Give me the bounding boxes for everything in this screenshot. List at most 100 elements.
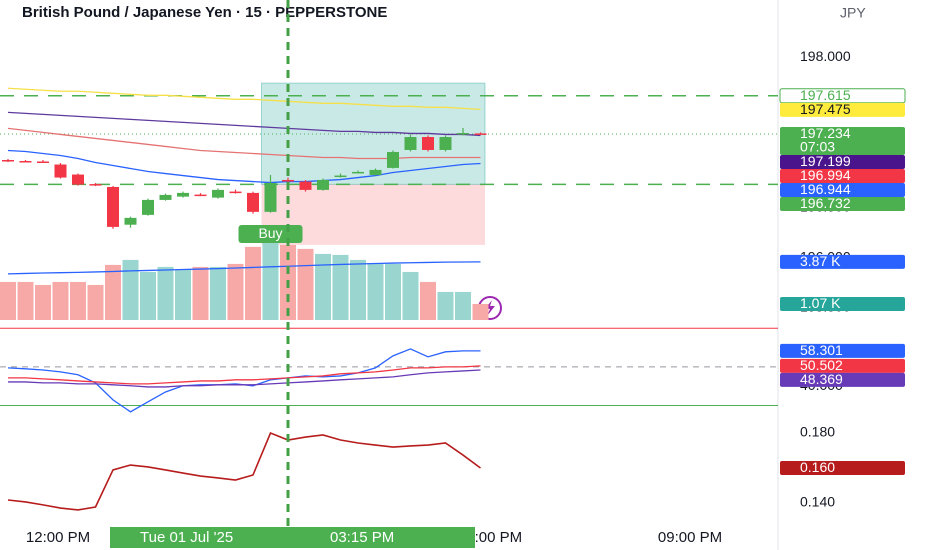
volume-bar [87, 284, 104, 320]
volume-bar [140, 271, 156, 320]
volume-bar [157, 266, 174, 320]
candle-body [212, 189, 224, 198]
candle-body [387, 151, 399, 168]
price-label: 1.07 K [800, 295, 841, 311]
moving-average [7, 127, 481, 160]
volume-bar [367, 263, 384, 320]
price-label: 197.615 [800, 87, 851, 103]
volume-bar [210, 266, 226, 320]
candle-body [264, 182, 277, 212]
candle-body [439, 137, 452, 150]
candle-body [474, 133, 487, 135]
y-tick-label: 198.000 [800, 48, 851, 64]
candle-body [72, 174, 84, 185]
volume-bar [350, 259, 366, 320]
volume-bar [315, 253, 331, 320]
candle-body [89, 184, 102, 186]
volume-bar [385, 263, 401, 320]
price-label-box [780, 461, 905, 476]
currency: JPY [840, 5, 866, 21]
volume-bar [472, 303, 489, 320]
price-label: 196.732 [800, 195, 851, 211]
candle-body [177, 192, 189, 197]
countdown: 07:03 [800, 139, 835, 155]
price-label-box [780, 102, 905, 117]
price-label: 197.475 [800, 101, 851, 117]
target-zone [261, 82, 486, 185]
volume-bar [35, 284, 51, 320]
buy-label: Buy [258, 225, 282, 241]
volume-bar [17, 281, 34, 320]
candle-body [194, 194, 207, 197]
x-tick-label: 12:00 PM [26, 529, 90, 546]
price-label: 58.301 [800, 342, 843, 358]
alert-bolt [485, 300, 495, 316]
y-tick-label: 0.140 [800, 494, 835, 510]
indicator-line [7, 432, 481, 511]
candle-body [422, 137, 434, 150]
volume-bar [455, 291, 471, 320]
price-label: 3.87 K [800, 253, 841, 269]
volume-bar [245, 246, 261, 320]
chart-title: British Pound / Japanese Yen · 15 · PEPP… [22, 4, 387, 21]
volume-bar [175, 269, 191, 320]
candle-body [159, 194, 172, 200]
volume-bar [420, 281, 436, 320]
candle-body [282, 179, 294, 182]
volume-bar [297, 248, 314, 320]
volume-bar [70, 281, 86, 320]
volume-bar [105, 264, 121, 320]
price-label-box [780, 169, 905, 184]
volume-bar [437, 291, 454, 320]
candle-layer [2, 128, 487, 229]
y-tick-label: 0.180 [800, 424, 835, 440]
moving-average [7, 149, 481, 184]
volume-bar [332, 254, 349, 320]
candle-body [124, 217, 137, 225]
price-label-box [780, 358, 905, 373]
volume-bar [262, 241, 279, 320]
candle-body [404, 137, 417, 150]
volume-bar [192, 266, 209, 320]
price-label-box [780, 127, 905, 156]
price-label: 50.502 [800, 357, 843, 373]
crosshair-date: Tue 01 Jul '25 [140, 529, 233, 546]
candle-body [457, 133, 469, 135]
price-label: 197.234 [800, 125, 851, 141]
volume-bar [122, 259, 139, 320]
x-tick-label: 09:00 PM [658, 529, 722, 546]
candle-body [229, 191, 242, 194]
volume-bar [402, 271, 419, 320]
crosshair-time-box [110, 527, 475, 548]
price-label: 196.944 [800, 181, 851, 197]
price-label-box [780, 197, 905, 212]
rsi-line [8, 369, 481, 388]
price-label-box [780, 183, 905, 198]
candle-body [334, 175, 347, 178]
candle-body [317, 179, 329, 190]
candle-body [352, 171, 364, 174]
price-label: 48.369 [800, 371, 843, 387]
rsi-line [8, 365, 481, 385]
price-label-box [780, 254, 905, 269]
tick-layer: 195.500196.000196.500197.000197.500198.0… [800, 48, 851, 510]
price-label-box [779, 88, 906, 104]
price-label: 0.160 [800, 459, 835, 475]
candle-body [299, 181, 312, 190]
candle-body [107, 186, 119, 227]
moving-average [7, 111, 481, 137]
crosshair-time: 03:15 PM [330, 529, 394, 546]
price-label-box [780, 372, 905, 387]
moving-average [7, 87, 481, 110]
price-label: 197.199 [800, 153, 851, 169]
price-label: 196.994 [800, 167, 851, 183]
volume-bar [52, 281, 69, 320]
price-label-box [780, 296, 905, 311]
label-layer: Buy197.615197.475197.23407:03197.199196.… [26, 0, 906, 548]
candle-body [369, 169, 382, 175]
candle-body [19, 161, 32, 163]
price-label-box [780, 155, 905, 170]
position-layer [0, 82, 778, 245]
